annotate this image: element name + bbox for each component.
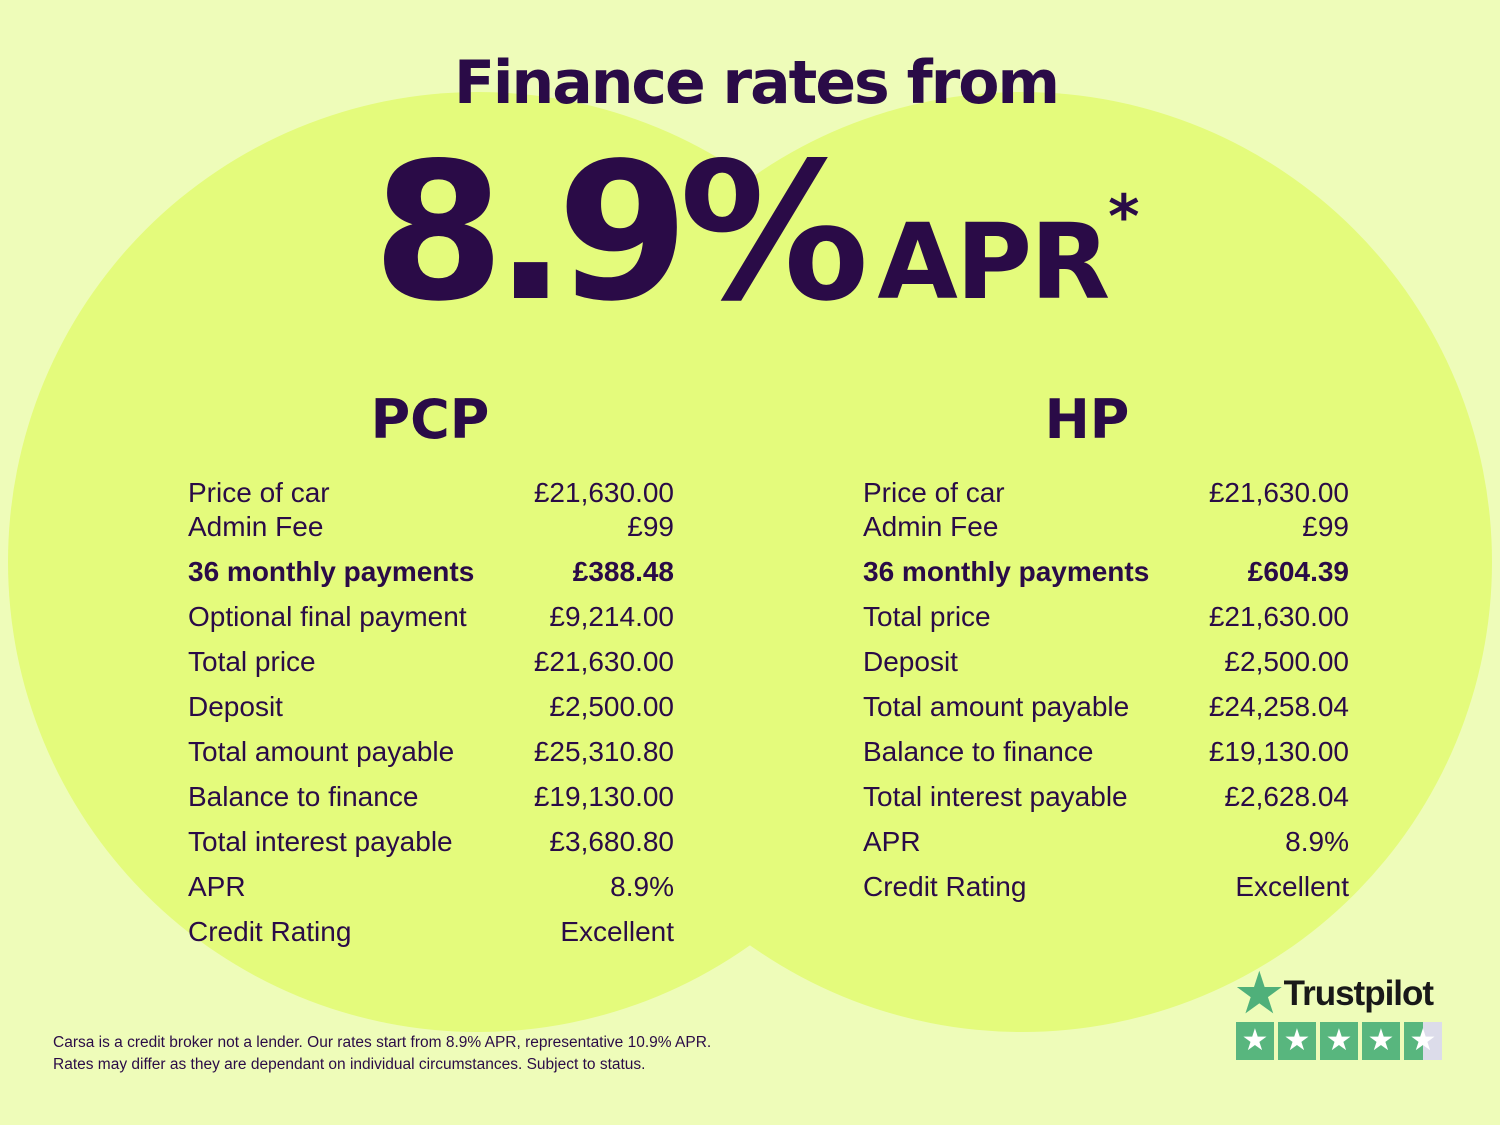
hp-row: Admin Fee £99	[863, 510, 1349, 544]
row-value: 8.9%	[1285, 826, 1349, 857]
pcp-row: Total price £21,630.00	[188, 645, 674, 679]
row-value: £388.48	[572, 556, 674, 587]
page-title: Finance rates from	[453, 48, 1060, 118]
right-circle-bg	[552, 92, 1492, 1032]
pcp-row: Total amount payable £25,310.80	[188, 735, 674, 769]
row-label: Total amount payable	[863, 691, 1130, 722]
rating-star-icon: ★	[1236, 1022, 1274, 1060]
disclaimer: Carsa is a credit broker not a lender. O…	[53, 1032, 711, 1076]
hp-row: Total interest payable £2,628.04	[863, 780, 1349, 814]
row-value: £2,628.04	[1224, 781, 1349, 812]
pcp-row: Optional final payment £9,214.00	[188, 600, 674, 634]
hp-row: Total price £21,630.00	[863, 600, 1349, 634]
pcp-heading: PCP	[370, 388, 490, 451]
hp-row: Deposit £2,500.00	[863, 645, 1349, 679]
rating-star-icon: ★	[1320, 1022, 1358, 1060]
pcp-row: Total interest payable £3,680.80	[188, 825, 674, 859]
hp-row: 36 monthly payments £604.39	[863, 555, 1349, 589]
pcp-row: 36 monthly payments £388.48	[188, 555, 674, 589]
row-label: Deposit	[188, 691, 283, 722]
row-label: Optional final payment	[188, 601, 467, 632]
row-value: £25,310.80	[533, 736, 674, 767]
row-label: Price of car	[863, 477, 1005, 508]
disclaimer-line-2: Rates may differ as they are dependant o…	[53, 1056, 646, 1073]
hp-row: Price of car £21,630.00	[863, 476, 1349, 510]
trustpilot-badge[interactable]: ★ Trustpilot ★ ★ ★ ★ ★	[1236, 965, 1442, 1060]
row-label: Credit Rating	[863, 871, 1027, 902]
rating-star-icon: ★	[1404, 1022, 1442, 1060]
row-value: £21,630.00	[1208, 601, 1349, 632]
row-value: £21,630.00	[533, 477, 674, 508]
hp-row: APR 8.9%	[863, 825, 1349, 859]
hp-row: Balance to finance £19,130.00	[863, 735, 1349, 769]
disclaimer-line-1: Carsa is a credit broker not a lender. O…	[53, 1034, 712, 1051]
row-label: Total price	[188, 646, 316, 677]
pcp-row: Price of car £21,630.00	[188, 476, 674, 510]
hp-heading: HP	[1044, 388, 1130, 451]
pcp-row: APR 8.9%	[188, 870, 674, 904]
row-value: £19,130.00	[533, 781, 674, 812]
row-value: £21,630.00	[1208, 477, 1349, 508]
row-value: Excellent	[1235, 871, 1349, 902]
hp-row: Total amount payable £24,258.04	[863, 690, 1349, 724]
trustpilot-star-icon: ★	[1236, 965, 1283, 1023]
row-value: £9,214.00	[549, 601, 674, 632]
row-value: £24,258.04	[1208, 691, 1349, 722]
headline-rate: 8.9% APR*	[0, 122, 1500, 343]
rate-value: 8.9%	[372, 122, 869, 343]
row-value: 8.9%	[610, 871, 674, 902]
row-value: £21,630.00	[533, 646, 674, 677]
rate-asterisk: *	[1108, 182, 1140, 252]
row-label: 36 monthly payments	[863, 556, 1150, 587]
row-value: £99	[1302, 511, 1349, 542]
row-label: Total interest payable	[188, 826, 453, 857]
row-value: £604.39	[1247, 556, 1349, 587]
pcp-row: Deposit £2,500.00	[188, 690, 674, 724]
hp-row: Credit Rating Excellent	[863, 870, 1349, 904]
pcp-row: Admin Fee £99	[188, 510, 674, 544]
row-value: Excellent	[560, 916, 674, 947]
row-label: Admin Fee	[188, 511, 324, 542]
row-label: APR	[188, 871, 246, 902]
rate-suffix: APR	[877, 201, 1110, 323]
pcp-row: Credit Rating Excellent	[188, 915, 674, 949]
pcp-row: Balance to finance £19,130.00	[188, 780, 674, 814]
rating-star-icon: ★	[1278, 1022, 1316, 1060]
row-label: APR	[863, 826, 921, 857]
row-value: £3,680.80	[549, 826, 674, 857]
row-label: 36 monthly payments	[188, 556, 475, 587]
row-label: Total amount payable	[188, 736, 455, 767]
row-label: Admin Fee	[863, 511, 999, 542]
row-label: Deposit	[863, 646, 958, 677]
row-label: Total price	[863, 601, 991, 632]
row-label: Credit Rating	[188, 916, 352, 947]
row-value: £99	[627, 511, 674, 542]
row-value: £2,500.00	[549, 691, 674, 722]
trustpilot-name: Trustpilot	[1283, 974, 1434, 1013]
row-value: £19,130.00	[1208, 736, 1349, 767]
trustpilot-rating: ★ ★ ★ ★ ★	[1236, 1022, 1442, 1060]
rating-star-icon: ★	[1362, 1022, 1400, 1060]
row-label: Balance to finance	[863, 736, 1094, 767]
row-value: £2,500.00	[1224, 646, 1349, 677]
row-label: Total interest payable	[863, 781, 1128, 812]
row-label: Price of car	[188, 477, 330, 508]
row-label: Balance to finance	[188, 781, 419, 812]
